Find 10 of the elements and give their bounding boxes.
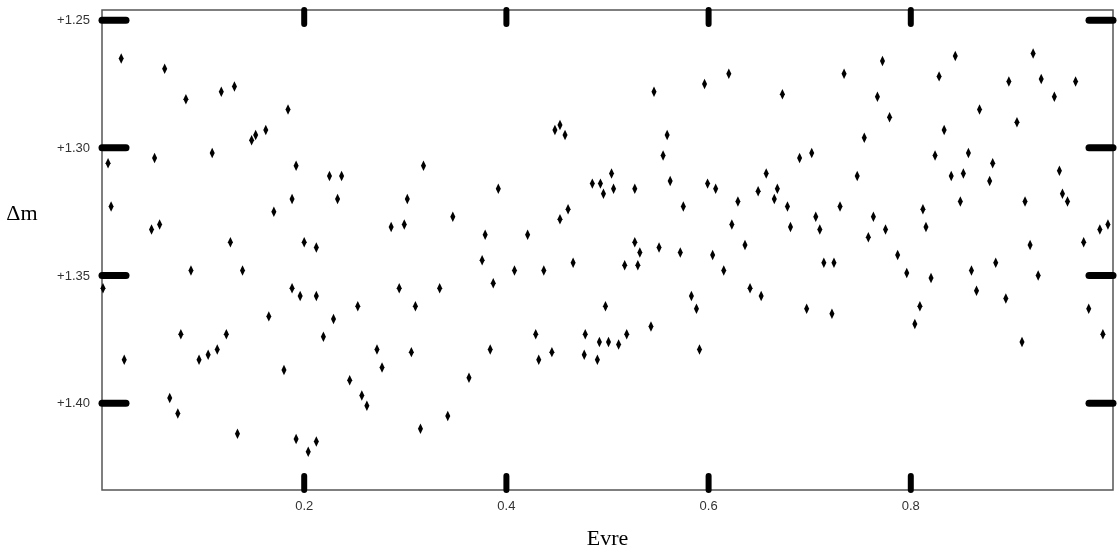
y-tick-label: +1.30	[57, 139, 90, 155]
x-axis-title: Evre	[586, 525, 629, 550]
y-axis-title: Δm	[6, 200, 38, 225]
x-tick-label: 0.2	[295, 498, 314, 513]
y-tick-label: +1.40	[57, 395, 90, 411]
x-tick-label: 0.8	[901, 498, 920, 513]
x-tick-label: 0.6	[699, 498, 718, 513]
y-tick-label: +1.35	[57, 267, 90, 283]
x-tick-label: 0.4	[497, 498, 516, 513]
y-tick-label: +1.25	[57, 12, 90, 28]
